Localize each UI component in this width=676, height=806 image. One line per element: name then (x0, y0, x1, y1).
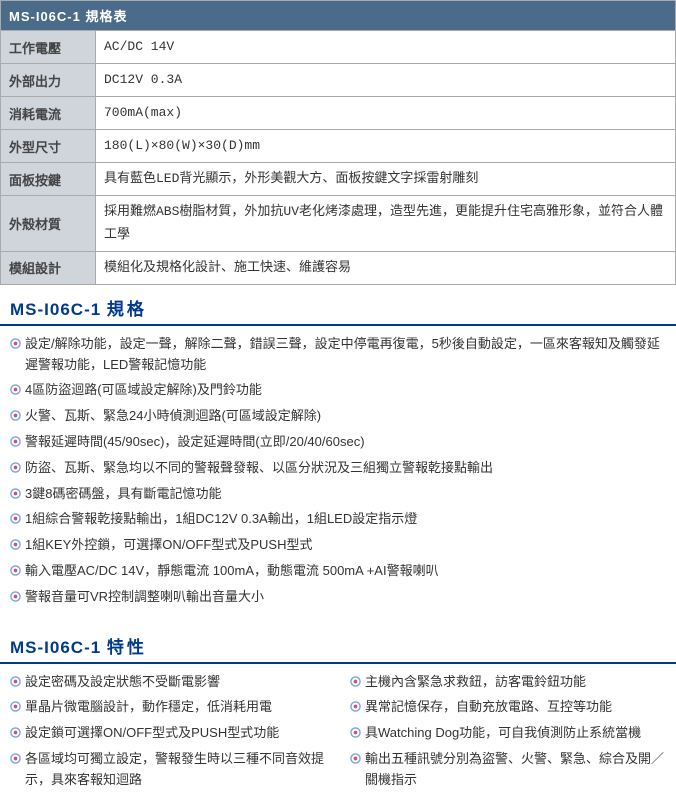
list-item-text: 3鍵8碼密碼盤，具有斷電記憶功能 (25, 484, 221, 505)
bullet-icon (10, 432, 21, 447)
table-value: AC/DC 14V (96, 31, 676, 64)
table-row: 消耗電流700mA(max) (1, 97, 676, 130)
list-item: 單晶片微電腦設計，動作穩定，低消耗用電 (10, 697, 326, 718)
list-item: 4區防盜迴路(可區域設定解除)及門鈴功能 (10, 380, 666, 401)
list-item: 異常記憶保存，自動充放電路、互控等功能 (350, 697, 666, 718)
bullet-icon (10, 749, 21, 764)
table-label: 外部出力 (1, 64, 96, 97)
list-item-text: 設定密碼及設定狀態不受斷電影響 (25, 672, 220, 693)
bullet-icon (10, 697, 21, 712)
table-row: 外型尺寸180(L)×80(W)×30(D)mm (1, 130, 676, 163)
bullet-icon (10, 535, 21, 550)
list-item-text: 警報音量可VR控制調整喇叭輸出音量大小 (25, 587, 264, 608)
table-row: 模組設計模組化及規格化設計、施工快速、維護容易 (1, 251, 676, 284)
specs-title-prefix: MS-I06C-1 (10, 300, 101, 319)
bullet-icon (10, 334, 21, 349)
bullet-icon (10, 723, 21, 738)
list-item-text: 主機內含緊急求救鈕，訪客電鈴鈕功能 (365, 672, 586, 693)
specs-list: 設定/解除功能，設定一聲，解除二聲，錯誤三聲，設定中停電再復電，5秒後自動設定，… (0, 334, 676, 623)
list-item: 3鍵8碼密碼盤，具有斷電記憶功能 (10, 484, 666, 505)
bullet-icon (10, 509, 21, 524)
table-row: 工作電壓AC/DC 14V (1, 31, 676, 64)
list-item: 1組KEY外控鎖，可選擇ON/OFF型式及PUSH型式 (10, 535, 666, 556)
list-item: 各區域均可獨立設定，警報發生時以三種不同音效提示，具來客報知迴路 (10, 749, 326, 791)
features-header: MS-I06C-1 特性 (0, 623, 676, 664)
list-item-text: 各區域均可獨立設定，警報發生時以三種不同音效提示，具來客報知迴路 (25, 749, 326, 791)
list-item: 輸入電壓AC/DC 14V，靜態電流 100mA，動態電流 500mA +AI警… (10, 561, 666, 582)
list-item: 警報延遲時間(45/90sec)，設定延遲時間(立即/20/40/60sec) (10, 432, 666, 453)
bullet-icon (10, 587, 21, 602)
bullet-icon (350, 697, 361, 712)
list-item: 設定密碼及設定狀態不受斷電影響 (10, 672, 326, 693)
bullet-icon (10, 380, 21, 395)
bullet-icon (10, 458, 21, 473)
table-label: 模組設計 (1, 251, 96, 284)
bullet-icon (350, 672, 361, 687)
bullet-icon (10, 484, 21, 499)
specs-title-suffix: 規格 (107, 300, 147, 319)
list-item: 設定鎖可選擇ON/OFF型式及PUSH型式功能 (10, 723, 326, 744)
list-item-text: 具Watching Dog功能，可自我偵測防止系統當機 (365, 723, 641, 744)
table-label: 工作電壓 (1, 31, 96, 64)
list-item-text: 1組KEY外控鎖，可選擇ON/OFF型式及PUSH型式 (25, 535, 312, 556)
list-item: 警報音量可VR控制調整喇叭輸出音量大小 (10, 587, 666, 608)
list-item-text: 單晶片微電腦設計，動作穩定，低消耗用電 (25, 697, 272, 718)
table-value: 具有藍色LED背光顯示，外形美觀大方、面板按鍵文字採雷射雕刻 (96, 163, 676, 196)
table-row: 面板按鍵具有藍色LED背光顯示，外形美觀大方、面板按鍵文字採雷射雕刻 (1, 163, 676, 196)
table-row: 外部出力DC12V 0.3A (1, 64, 676, 97)
table-label: 外型尺寸 (1, 130, 96, 163)
features-title-prefix: MS-I06C-1 (10, 638, 101, 657)
list-item: 具Watching Dog功能，可自我偵測防止系統當機 (350, 723, 666, 744)
list-item: 1組綜合警報乾接點輸出，1組DC12V 0.3A輸出，1組LED設定指示燈 (10, 509, 666, 530)
features-columns: 設定密碼及設定狀態不受斷電影響單晶片微電腦設計，動作穩定，低消耗用電設定鎖可選擇… (0, 672, 676, 806)
table-label: 面板按鍵 (1, 163, 96, 196)
table-label: 外殼材質 (1, 196, 96, 251)
bullet-icon (10, 406, 21, 421)
table-value: 700mA(max) (96, 97, 676, 130)
list-item: 設定/解除功能，設定一聲，解除二聲，錯誤三聲，設定中停電再復電，5秒後自動設定，… (10, 334, 666, 376)
bullet-icon (10, 672, 21, 687)
table-row: 外殼材質採用難燃ABS樹脂材質，外加抗UV老化烤漆處理，造型先進，更能提升住宅高… (1, 196, 676, 251)
list-item-text: 警報延遲時間(45/90sec)，設定延遲時間(立即/20/40/60sec) (25, 432, 365, 453)
table-value: 採用難燃ABS樹脂材質，外加抗UV老化烤漆處理，造型先進，更能提升住宅高雅形象，… (96, 196, 676, 251)
list-item: 主機內含緊急求救鈕，訪客電鈴鈕功能 (350, 672, 666, 693)
table-label: 消耗電流 (1, 97, 96, 130)
bullet-icon (10, 561, 21, 576)
list-item: 火警、瓦斯、緊急24小時偵測迴路(可區域設定解除) (10, 406, 666, 427)
features-right-col: 主機內含緊急求救鈕，訪客電鈴鈕功能異常記憶保存，自動充放電路、互控等功能具Wat… (350, 672, 666, 796)
list-item-text: 輸出五種訊號分別為盜警、火警、緊急、綜合及開／關機指示 (365, 749, 666, 791)
table-value: DC12V 0.3A (96, 64, 676, 97)
list-item-text: 設定鎖可選擇ON/OFF型式及PUSH型式功能 (25, 723, 279, 744)
features-title-suffix: 特性 (107, 638, 147, 657)
specs-header: MS-I06C-1 規格 (0, 285, 676, 326)
list-item-text: 輸入電壓AC/DC 14V，靜態電流 100mA，動態電流 500mA +AI警… (25, 561, 439, 582)
table-value: 180(L)×80(W)×30(D)mm (96, 130, 676, 163)
list-item: 防盜、瓦斯、緊急均以不同的警報聲發報、以區分狀況及三組獨立警報乾接點輸出 (10, 458, 666, 479)
bullet-icon (350, 723, 361, 738)
list-item: 輸出五種訊號分別為盜警、火警、緊急、綜合及開／關機指示 (350, 749, 666, 791)
features-left-col: 設定密碼及設定狀態不受斷電影響單晶片微電腦設計，動作穩定，低消耗用電設定鎖可選擇… (10, 672, 326, 796)
list-item-text: 1組綜合警報乾接點輸出，1組DC12V 0.3A輸出，1組LED設定指示燈 (25, 509, 417, 530)
table-title: MS-I06C-1 規格表 (1, 1, 676, 31)
bullet-icon (350, 749, 361, 764)
table-value: 模組化及規格化設計、施工快速、維護容易 (96, 251, 676, 284)
list-item-text: 設定/解除功能，設定一聲，解除二聲，錯誤三聲，設定中停電再復電，5秒後自動設定，… (25, 334, 666, 376)
list-item-text: 4區防盜迴路(可區域設定解除)及門鈴功能 (25, 380, 262, 401)
spec-table: MS-I06C-1 規格表 工作電壓AC/DC 14V外部出力DC12V 0.3… (0, 0, 676, 285)
list-item-text: 火警、瓦斯、緊急24小時偵測迴路(可區域設定解除) (25, 406, 321, 427)
list-item-text: 防盜、瓦斯、緊急均以不同的警報聲發報、以區分狀況及三組獨立警報乾接點輸出 (25, 458, 493, 479)
list-item-text: 異常記憶保存，自動充放電路、互控等功能 (365, 697, 612, 718)
